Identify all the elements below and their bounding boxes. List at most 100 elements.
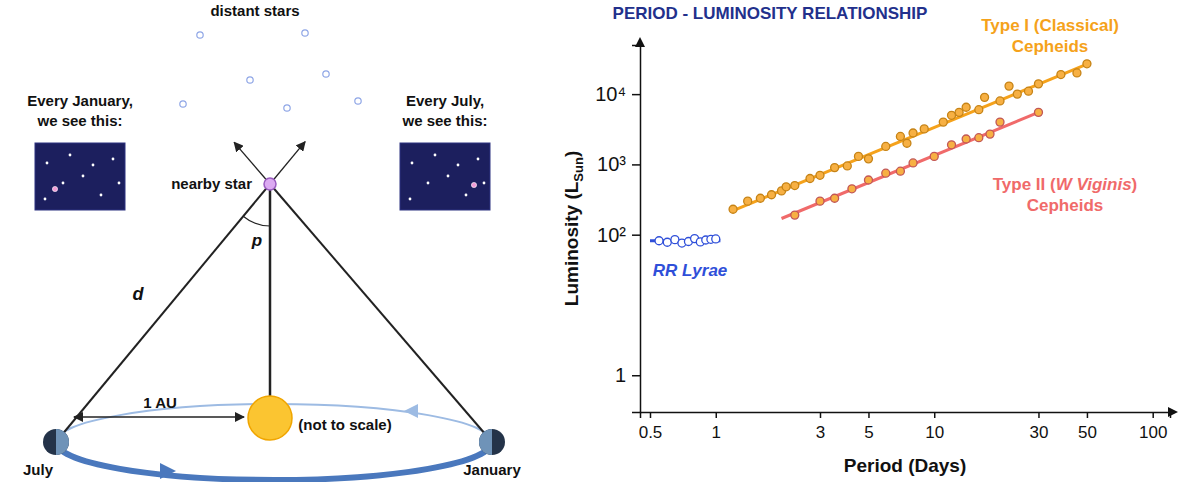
distant-star	[323, 71, 329, 77]
sight-line	[56, 184, 270, 442]
sky-view	[35, 143, 125, 210]
data-point	[903, 139, 911, 147]
data-point	[962, 103, 970, 111]
data-point	[882, 142, 890, 150]
plot-area	[650, 60, 1091, 247]
series-label-line: Cepheids	[1012, 37, 1089, 56]
data-point	[996, 97, 1004, 105]
series-label: RR Lyrae	[653, 261, 728, 280]
data-point	[806, 175, 814, 183]
data-point	[854, 152, 862, 160]
chart: PERIOD - LUMINOSITY RELATIONSHIP0.513510…	[561, 4, 1178, 476]
x-tick: 1	[712, 412, 721, 442]
nearby-star-label: nearby star	[171, 175, 252, 192]
x-tick-label: 1	[712, 423, 721, 442]
data-point	[1034, 108, 1042, 116]
earth-label: January	[463, 461, 521, 478]
y-tick-label: 1	[615, 364, 626, 386]
sky-nearby-star	[471, 182, 476, 187]
series-label-part: Type II (	[993, 175, 1056, 194]
sky-star	[477, 158, 480, 161]
distant-star	[247, 77, 253, 83]
fit-line	[782, 112, 1039, 218]
x-tick: 30	[1030, 412, 1049, 442]
data-point	[782, 183, 790, 191]
sky-star	[465, 194, 468, 197]
earth	[479, 429, 505, 455]
x-axis-title: Period (Days)	[844, 455, 966, 476]
sky-background	[35, 143, 125, 210]
series-label-line: Type II (W Viginis)	[993, 175, 1138, 194]
y-tick-label: 10⁴	[595, 83, 626, 105]
series-label-line: RR Lyrae	[653, 261, 728, 280]
data-point	[1034, 80, 1042, 88]
x-tick-mark	[1087, 412, 1089, 418]
data-point	[729, 205, 737, 213]
series-label-part: )	[1132, 175, 1138, 194]
x-tick-label: 10	[925, 423, 944, 442]
distant-star	[302, 30, 308, 36]
chart-title: PERIOD - LUMINOSITY RELATIONSHIP	[613, 4, 928, 23]
distant-star	[197, 32, 203, 38]
y-axis: 110²10³10⁴	[595, 46, 640, 413]
nearby-star	[264, 178, 276, 190]
sky-star	[483, 182, 486, 185]
x-tick-label: 100	[1139, 423, 1167, 442]
parallax-diagram: distant starsEvery January,we see this:E…	[23, 2, 521, 480]
x-tick-label: 0.5	[639, 423, 663, 442]
y-axis-title-part: Sun	[571, 157, 586, 182]
earth-lit-side	[56, 429, 69, 455]
data-point	[909, 159, 917, 167]
data-point	[882, 169, 890, 177]
data-point	[1073, 69, 1081, 77]
sky-view	[400, 143, 490, 210]
sight-line	[270, 184, 492, 442]
x-tick: 100	[1139, 412, 1167, 442]
data-point	[996, 118, 1004, 126]
data-point	[930, 152, 938, 160]
canvas: distant starsEvery January,we see this:E…	[0, 0, 1194, 482]
sky-star	[46, 162, 49, 165]
x-tick: 10	[925, 412, 944, 442]
x-axis: 0.5135103050100	[639, 412, 1171, 442]
scale-note: (not to scale)	[298, 416, 391, 433]
distant-star	[180, 101, 186, 107]
data-point	[791, 211, 799, 219]
y-axis-title: Luminosity (LSun)	[561, 151, 586, 306]
distant-star	[284, 105, 290, 111]
sky-star	[100, 194, 103, 197]
fit-line	[733, 63, 1091, 211]
y-tick-mark	[632, 94, 640, 96]
sun	[248, 396, 292, 440]
sky-star	[411, 162, 414, 165]
caption-line: we see this:	[36, 112, 122, 129]
sky-star	[457, 164, 460, 167]
series	[650, 235, 720, 247]
sky-star	[62, 182, 65, 185]
y-axis-arrow	[635, 37, 645, 47]
series-label: Type II (W Viginis)Cepheids	[993, 175, 1138, 215]
y-axis-title-part: )	[561, 151, 582, 157]
x-tick: 3	[816, 412, 825, 442]
data-point	[663, 238, 671, 246]
au-arrow	[74, 416, 244, 418]
sky-background	[400, 143, 490, 210]
x-tick-label: 3	[816, 423, 825, 442]
au-label: 1 AU	[143, 394, 177, 411]
data-point	[712, 235, 720, 243]
sky-nearby-star	[52, 186, 57, 191]
distant-stars-label: distant stars	[210, 2, 299, 19]
data-point	[1083, 60, 1091, 68]
x-tick: 0.5	[639, 412, 663, 442]
x-tick-mark	[820, 412, 822, 418]
data-point	[744, 197, 752, 205]
data-point	[864, 176, 872, 184]
caption-line: Every July,	[406, 92, 484, 109]
x-tick-mark	[1038, 412, 1040, 418]
x-tick-mark	[1152, 412, 1154, 418]
series	[729, 60, 1091, 213]
distant-star	[355, 98, 361, 104]
series-label: Type I (Classical) Cepheids	[981, 16, 1119, 56]
series-label-line: Type I (Classical)	[981, 16, 1119, 35]
y-tick-label: 10²	[597, 224, 626, 246]
